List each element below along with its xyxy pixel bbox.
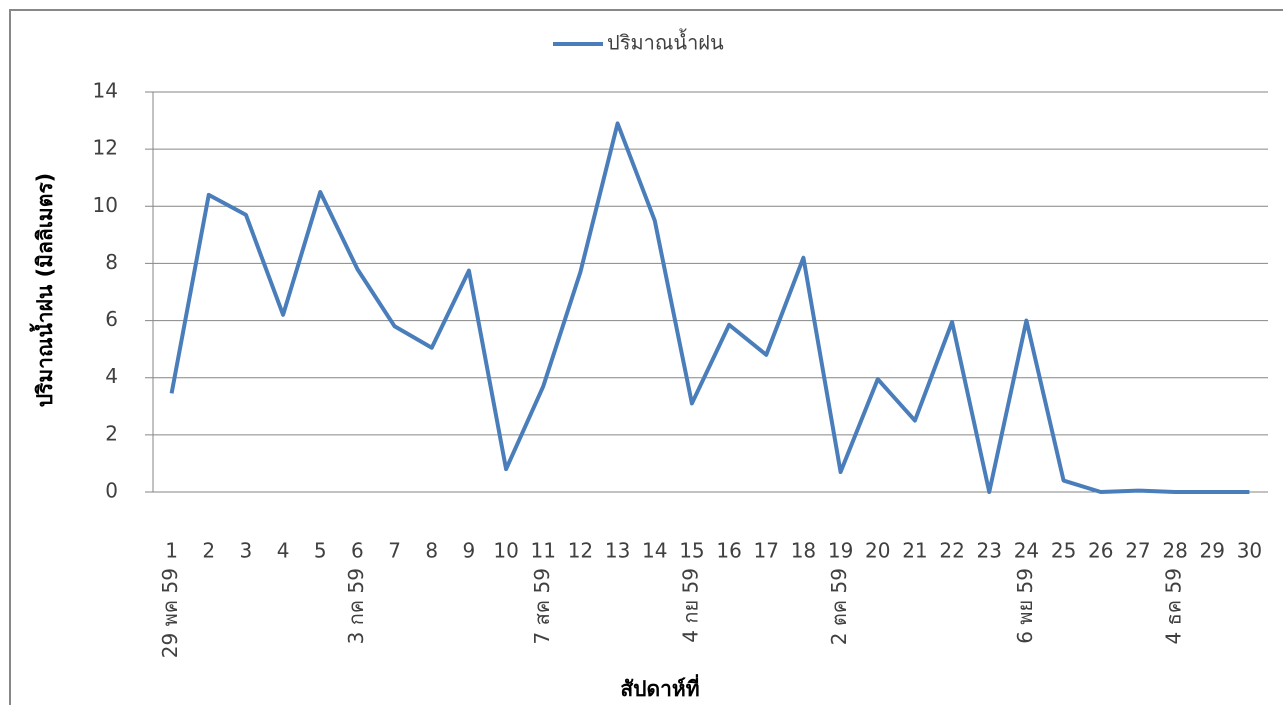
y-tick-label: 0 bbox=[105, 479, 118, 503]
x-axis-title: สัปดาห์ที่ bbox=[620, 673, 699, 701]
x-tick-label: 5 bbox=[314, 539, 327, 563]
x-tick-label: 13 bbox=[605, 539, 630, 563]
x-tick-label: 30 bbox=[1237, 539, 1262, 563]
data-line bbox=[169, 121, 1250, 494]
x-date-label: 4 ธค 59 bbox=[1162, 568, 1186, 644]
y-tick-label: 2 bbox=[105, 421, 118, 445]
x-date-label: 4 กย 59 bbox=[678, 568, 702, 643]
legend-label: ปริมาณน้ำฝน bbox=[607, 29, 724, 55]
x-date-label: 6 พย 59 bbox=[1013, 568, 1037, 644]
x-tick-label: 11 bbox=[531, 539, 556, 563]
x-date-label: 3 กค 59 bbox=[344, 568, 368, 644]
x-tick-label: 10 bbox=[493, 539, 518, 563]
x-tick-label: 25 bbox=[1051, 539, 1076, 563]
x-tick-label: 7 bbox=[388, 539, 401, 563]
x-tick-label: 9 bbox=[463, 539, 476, 563]
chart-frame bbox=[9, 9, 1283, 709]
x-tick-label: 17 bbox=[754, 539, 779, 563]
x-date-label: 7 สค 59 bbox=[530, 568, 554, 644]
y-tick-label: 10 bbox=[93, 193, 118, 217]
x-tick-label: 14 bbox=[642, 539, 667, 563]
x-tick-label: 12 bbox=[568, 539, 593, 563]
x-tick-label: 3 bbox=[240, 539, 253, 563]
x-tick-label: 19 bbox=[828, 539, 853, 563]
x-tick-label: 6 bbox=[351, 539, 364, 563]
x-tick-label: 1 bbox=[165, 539, 178, 563]
x-tick-label: 8 bbox=[425, 539, 438, 563]
y-tick-label: 12 bbox=[93, 136, 118, 160]
x-tick-label: 2 bbox=[202, 539, 215, 563]
x-date-label: 2 ตค 59 bbox=[827, 568, 851, 645]
y-tick-label: 14 bbox=[93, 79, 118, 103]
x-tick-label: 22 bbox=[939, 539, 964, 563]
y-tick-label: 6 bbox=[105, 307, 118, 331]
x-tick-label: 24 bbox=[1014, 539, 1039, 563]
x-tick-label: 20 bbox=[865, 539, 890, 563]
x-tick-label: 18 bbox=[791, 539, 816, 563]
x-tick-label: 15 bbox=[679, 539, 704, 563]
x-tick-label: 26 bbox=[1088, 539, 1113, 563]
x-tick-label: 27 bbox=[1125, 539, 1150, 563]
x-tick-label: 29 bbox=[1200, 539, 1225, 563]
x-tick-label: 23 bbox=[977, 539, 1002, 563]
x-tick-label: 28 bbox=[1162, 539, 1187, 563]
y-axis-title: ปริมาณน้ำฝน (มิลลิเมตร) bbox=[29, 173, 57, 408]
x-tick-label: 16 bbox=[716, 539, 741, 563]
x-date-label: 29 พค 59 bbox=[158, 568, 182, 658]
x-tick-label: 21 bbox=[902, 539, 927, 563]
y-tick-label: 8 bbox=[105, 250, 118, 274]
y-tick-label: 4 bbox=[105, 364, 118, 388]
x-tick-label: 4 bbox=[277, 539, 290, 563]
